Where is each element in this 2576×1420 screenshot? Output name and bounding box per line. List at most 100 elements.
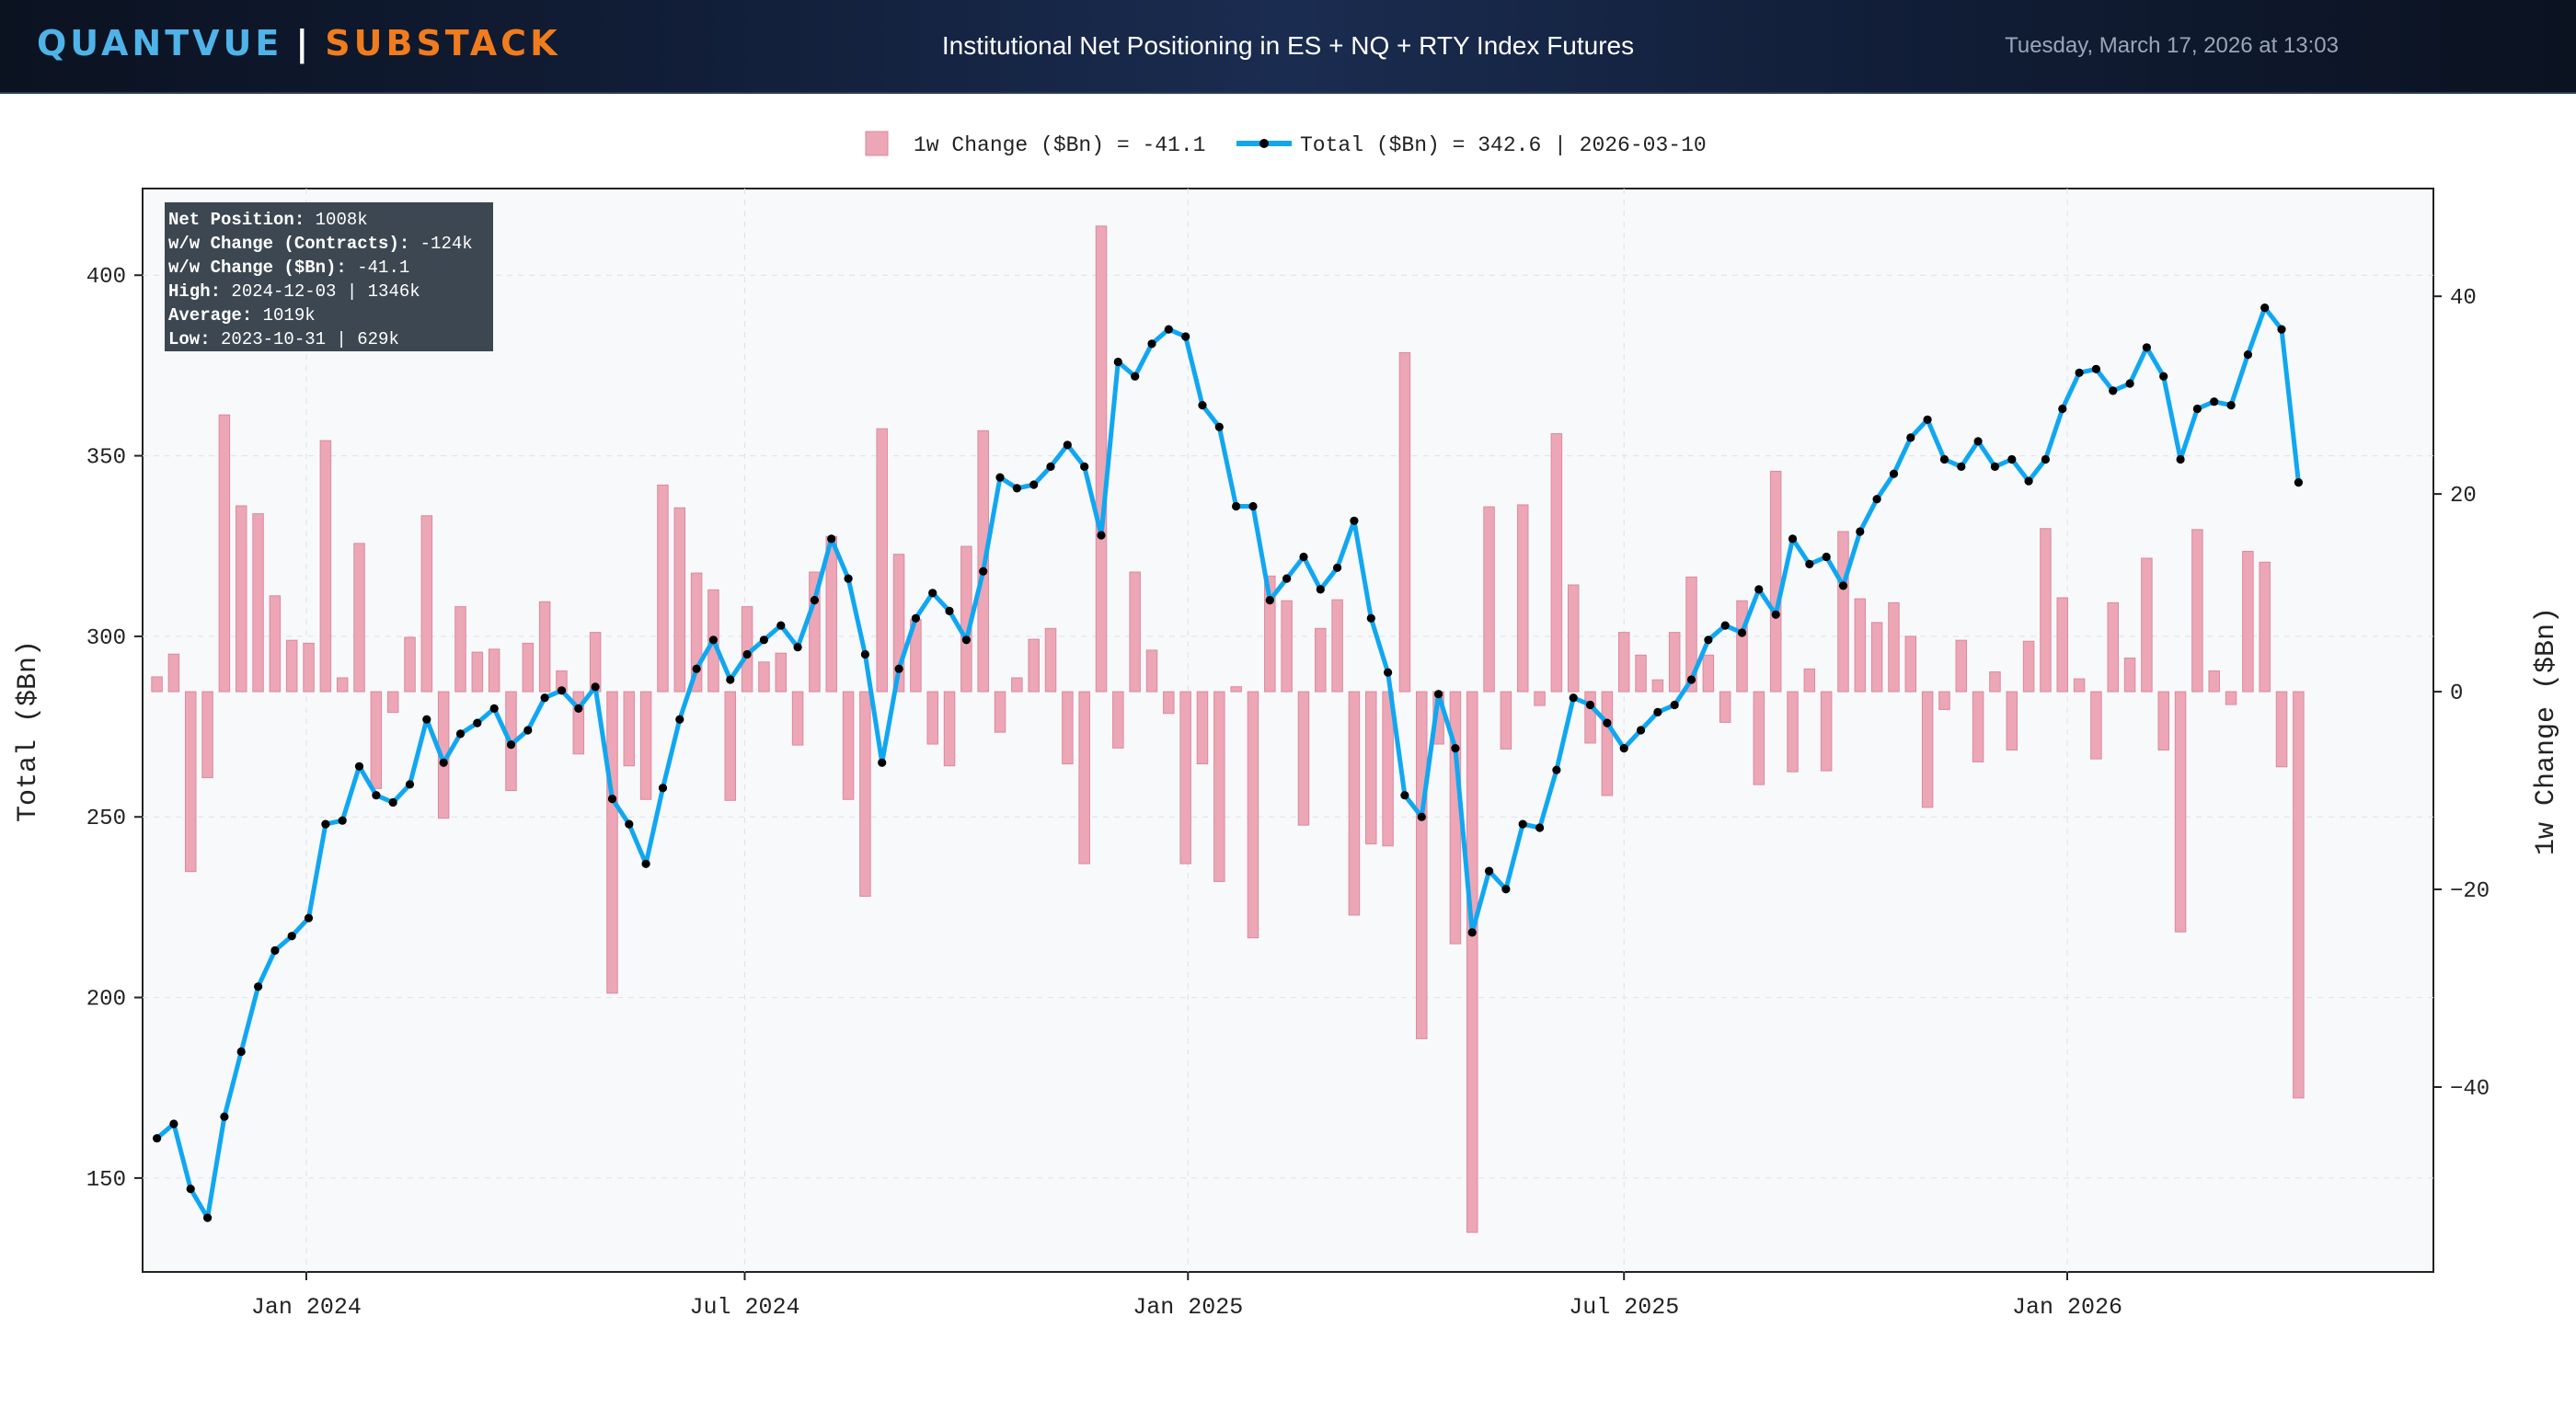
change-bar: [2040, 528, 2052, 693]
total-point: [304, 913, 314, 922]
stats-line: Average: 1019k: [168, 305, 316, 326]
total-point: [675, 715, 684, 724]
change-bar: [2141, 557, 2153, 693]
total-point: [1653, 707, 1662, 717]
bar-series: [151, 225, 2305, 1233]
total-point: [1097, 531, 1106, 540]
total-point: [1198, 401, 1207, 410]
total-point: [759, 636, 769, 645]
total-point: [270, 945, 280, 956]
stats-line: Low: 2023-10-31 | 629k: [168, 329, 399, 349]
change-bar: [1264, 575, 1276, 693]
change-bar: [572, 691, 585, 755]
change-bar: [606, 691, 618, 994]
legend-bar-swatch: [865, 131, 889, 156]
total-point: [1990, 462, 1999, 471]
x-tick-label: Jan 2025: [1133, 1294, 1243, 1321]
change-bar: [1398, 351, 1411, 693]
total-point: [1585, 700, 1595, 710]
change-bar: [1668, 632, 1681, 693]
total-point: [708, 636, 719, 645]
change-bar: [1921, 691, 1934, 808]
change-bar: [1972, 691, 1984, 762]
change-bar: [167, 653, 180, 693]
change-bar: [2157, 691, 2169, 750]
header-bar: QUANTVUE | SUBSTACK Institutional Net Posi…: [0, 0, 2576, 94]
stats-line: Net Position: 1008k: [168, 210, 368, 230]
stats-key: Net Position:: [168, 210, 305, 230]
total-point: [1518, 819, 1527, 829]
change-bar: [1145, 649, 1158, 693]
total-point: [810, 596, 820, 605]
total-point: [961, 636, 971, 645]
line-series: [153, 303, 2303, 1222]
change-bar: [1719, 691, 1731, 723]
total-point: [2142, 343, 2151, 352]
change-bar: [1567, 584, 1580, 693]
legend: 1w Change ($Bn) = -41.1 Total ($Bn) = 34…: [865, 131, 1707, 157]
total-point: [2109, 386, 2118, 395]
y-left-tick-label: 150: [86, 1168, 126, 1193]
change-bar: [1129, 571, 1141, 693]
change-bar: [876, 428, 888, 693]
change-bar: [522, 642, 535, 693]
total-point: [2210, 397, 2219, 407]
total-point: [1720, 621, 1730, 630]
total-point: [1350, 516, 1359, 525]
total-point: [844, 574, 853, 583]
total-point: [1113, 357, 1122, 367]
change-bar: [2242, 550, 2254, 693]
total-point: [1603, 718, 1612, 727]
header-timestamp: Tuesday, March 17, 2026 at 13:03: [2005, 33, 2339, 58]
change-bar: [1163, 691, 1175, 715]
change-bar: [1331, 599, 1343, 693]
total-point: [1282, 574, 1292, 583]
change-bar: [673, 507, 686, 693]
y-left-tick-label: 250: [86, 807, 126, 831]
change-bar: [1196, 691, 1209, 765]
change-bar: [488, 648, 500, 693]
change-bar: [2123, 658, 2136, 693]
change-bar: [1011, 677, 1023, 693]
stats-line: w/w Change (Contracts): -124k: [168, 234, 473, 254]
y-right-tick-label: −40: [2450, 1077, 2490, 1102]
total-point: [1333, 563, 1342, 572]
legend-bar-label: 1w Change ($Bn) = -41.1: [914, 133, 1205, 157]
total-point: [692, 664, 701, 673]
total-point: [1299, 552, 1308, 562]
change-bar: [690, 572, 703, 693]
change-bar: [2259, 561, 2271, 693]
total-point: [658, 784, 668, 793]
total-point: [1046, 462, 1055, 471]
change-bar: [994, 691, 1006, 733]
total-point: [1485, 866, 1494, 876]
total-point: [388, 797, 397, 807]
change-bar: [1870, 622, 1883, 693]
total-point: [1939, 454, 1949, 464]
axes: 150 200 250 300 350 400 −40 −20 0 20 40 Jan 2024 Jul…: [86, 265, 2490, 1321]
brand-logo[interactable]: QUANTVUE | SUBSTACK: [37, 23, 561, 63]
total-point: [2041, 454, 2050, 464]
change-bar: [353, 543, 365, 693]
change-bar: [1297, 691, 1310, 826]
total-point: [1417, 812, 1426, 821]
change-bar: [623, 691, 636, 767]
total-point: [1147, 339, 1156, 349]
change-bar: [1888, 601, 1900, 693]
total-point: [1771, 610, 1780, 619]
total-point: [742, 649, 752, 659]
change-bar: [404, 636, 416, 693]
change-bar: [2174, 691, 2187, 933]
change-bar: [1820, 691, 1833, 772]
change-bar: [454, 606, 466, 693]
total-point: [372, 791, 381, 800]
change-bar: [2275, 691, 2288, 768]
change-bar: [538, 601, 551, 693]
total-point: [2192, 404, 2202, 414]
legend-line-marker: [1259, 139, 1269, 148]
stats-value: -41.1: [347, 258, 409, 278]
total-point: [2277, 325, 2286, 334]
total-point: [574, 704, 583, 714]
total-point: [1131, 372, 1140, 381]
